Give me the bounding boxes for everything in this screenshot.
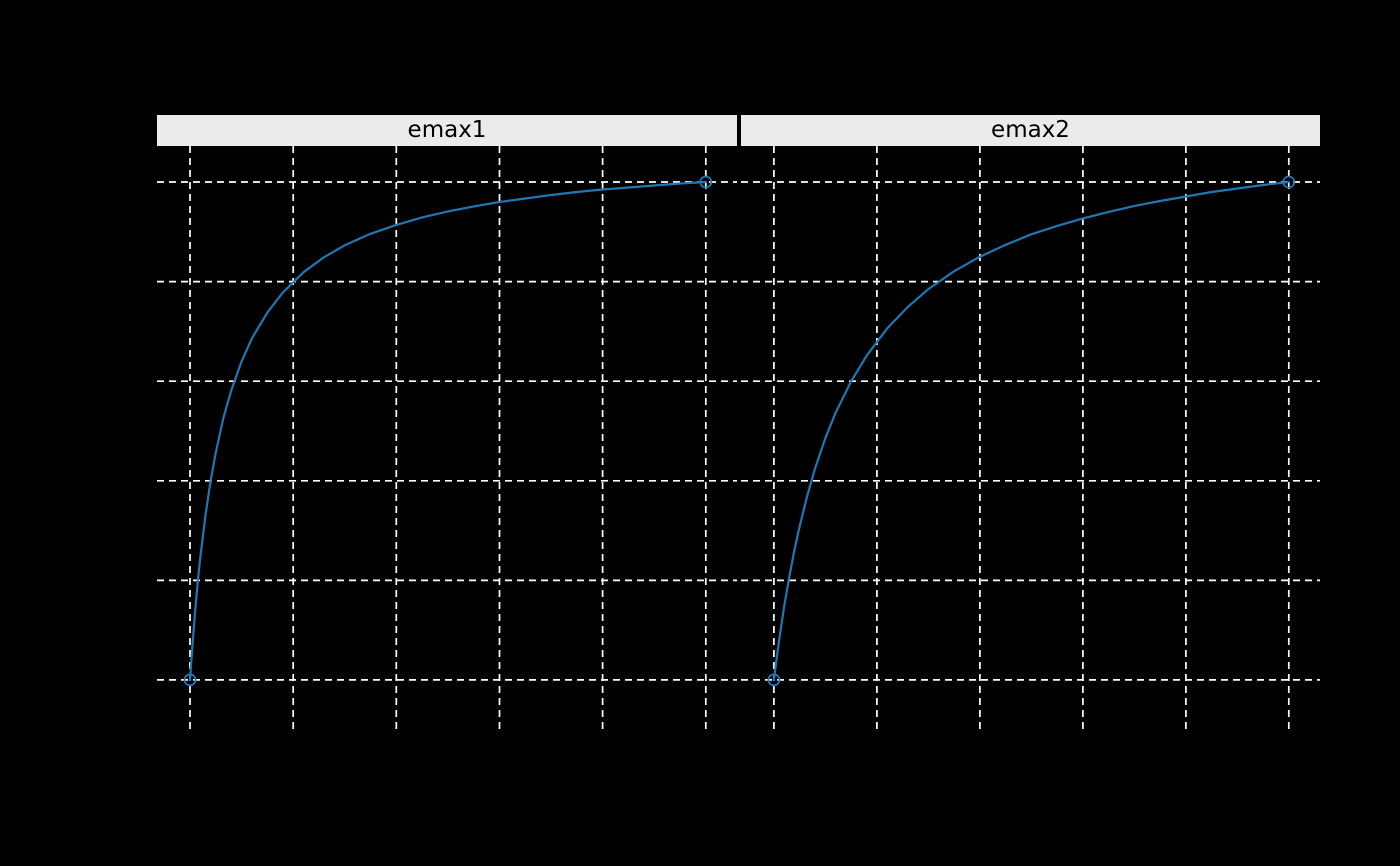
facet-strip-label-emax2: emax2 (991, 117, 1070, 143)
panel-plot-emax2 (741, 146, 1320, 731)
response-curve-emax2 (772, 180, 1290, 682)
endpoint-marker (1282, 175, 1296, 189)
endpoint-marker (183, 673, 197, 687)
facet-strip-emax2: emax2 (741, 115, 1320, 146)
facet-strip-label-emax1: emax1 (407, 117, 487, 143)
facet-panel-emax2 (741, 146, 1320, 731)
endpoint-marker (699, 175, 713, 189)
endpoint-marker (767, 673, 781, 687)
facet-panel-emax1 (157, 146, 737, 731)
panel-plot-emax1 (157, 146, 737, 731)
response-curve-emax1 (188, 180, 707, 682)
facet-strip-emax1: emax1 (157, 115, 737, 146)
